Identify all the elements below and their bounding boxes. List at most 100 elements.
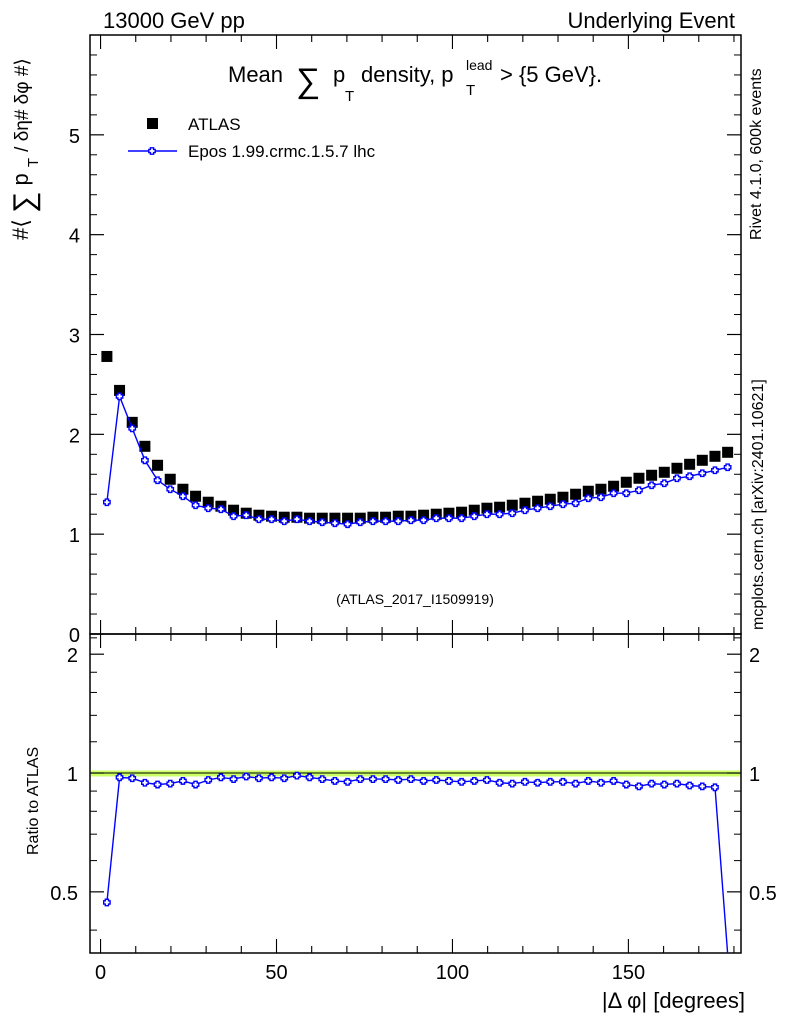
ratio-point [432,776,441,784]
atlas-point [101,350,113,362]
ratio-point [102,898,111,907]
ratio-series-line [106,774,729,954]
ratio-point [140,778,149,787]
ratio-y-tick-label-right: 0.5 [749,883,777,905]
ratio-point [470,777,479,785]
ratio-point [483,776,491,784]
main-x-ticks [100,35,735,634]
ratio-x-tick-label: 100 [436,962,469,984]
legend-atlas-label: ATLAS [188,115,241,134]
ratio-point [153,780,162,789]
header-right: Underlying Event [567,8,735,33]
mc-point [546,502,555,511]
ratio-y-tick-label-right: 1 [749,764,760,786]
ratio-point [242,772,251,781]
atlas-point [468,504,480,516]
main-y-tick-label: 5 [69,126,80,148]
mc-point [559,500,567,509]
main-y-tick-label: 3 [69,326,80,348]
mc-point [723,463,732,472]
atlas-point [418,509,430,521]
mcplots-info: mcplots.cern.ch [arXiv:2401.10621] [750,379,767,630]
main-y-label: #⟨ ∑ p T / δη# δφ #⟩ [8,58,42,240]
ratio-point [685,781,694,790]
mc-point [204,504,213,513]
mc-point [356,518,365,527]
ratio-point [343,777,352,786]
mc-point [597,493,605,502]
mc-point [622,489,631,498]
mc-point [343,520,352,529]
title-pre: Mean [228,62,283,87]
ratio-point [217,773,225,782]
ratio-point [166,779,175,788]
mc-point [102,498,111,507]
mc-point [381,517,390,526]
ratio-x-tick-label: 0 [95,962,106,984]
ratio-point [293,771,301,780]
mc-point [394,517,403,526]
atlas-point [405,510,417,522]
ratio-point [673,779,681,788]
atlas-point [253,509,265,521]
ratio-point [635,782,643,791]
mc-point [166,485,175,494]
atlas-point [582,485,594,497]
ratio-point [407,775,415,784]
mc-point [508,509,517,518]
atlas-point [456,506,468,518]
mc-point [407,516,415,525]
mc-series-line [106,396,728,525]
ratio-point [356,775,365,784]
mc-point [533,504,542,513]
atlas-point [684,458,696,470]
ylabel-sum: ∑ [8,192,41,213]
ratio-point [394,776,403,784]
ylabel-sub: T [25,158,42,167]
atlas-point [620,476,632,488]
ratio-y-tick-label-right: 2 [749,645,760,667]
atlas-point [709,450,721,462]
ratio-point [597,778,605,787]
atlas-point [114,384,126,396]
atlas-point [430,508,442,520]
atlas-point [671,462,683,474]
title-sub1: T [345,88,354,105]
ratio-x-tick-label: 150 [612,962,645,984]
ratio-point [191,780,200,789]
legend-mc-label: Epos 1.99.crmc.1.5.7 lhc [188,142,376,161]
atlas-point [494,501,506,513]
mc-point [584,494,593,503]
mc-point [305,517,314,526]
x-axis-label: |Δ φ| [degrees] [602,988,745,1013]
mc-point [445,514,453,523]
ratio-series [102,771,719,907]
mc-point [432,514,441,523]
atlas-point [595,483,607,495]
atlas-point [608,480,620,492]
ratio-point [559,777,567,786]
watermark: (ATLAS_2017_I1509919) [336,591,494,607]
ratio-point [267,773,276,782]
mc-point [267,515,276,524]
atlas-point [646,469,658,481]
title-sup: lead [466,57,492,73]
ratio-point [280,774,289,783]
legend-mc-cross [148,147,156,155]
mc-point [191,501,200,510]
mc-point [153,476,162,485]
legend-atlas-marker [147,118,158,129]
mc-point [242,511,251,520]
mc-point [217,505,225,514]
ratio-point [331,777,339,785]
legend: ATLAS Epos 1.99.crmc.1.5.7 lhc [128,115,376,161]
mc-point [635,486,643,495]
ratio-point [229,775,238,784]
ratio-y-tick-label: 1 [67,764,78,786]
atlas-point [519,497,531,509]
mc-point [673,474,681,483]
atlas-point [367,511,379,523]
header-left: 13000 GeV pp [103,8,245,33]
ratio-point [495,778,504,787]
ylabel-a: #⟨ [8,219,33,240]
